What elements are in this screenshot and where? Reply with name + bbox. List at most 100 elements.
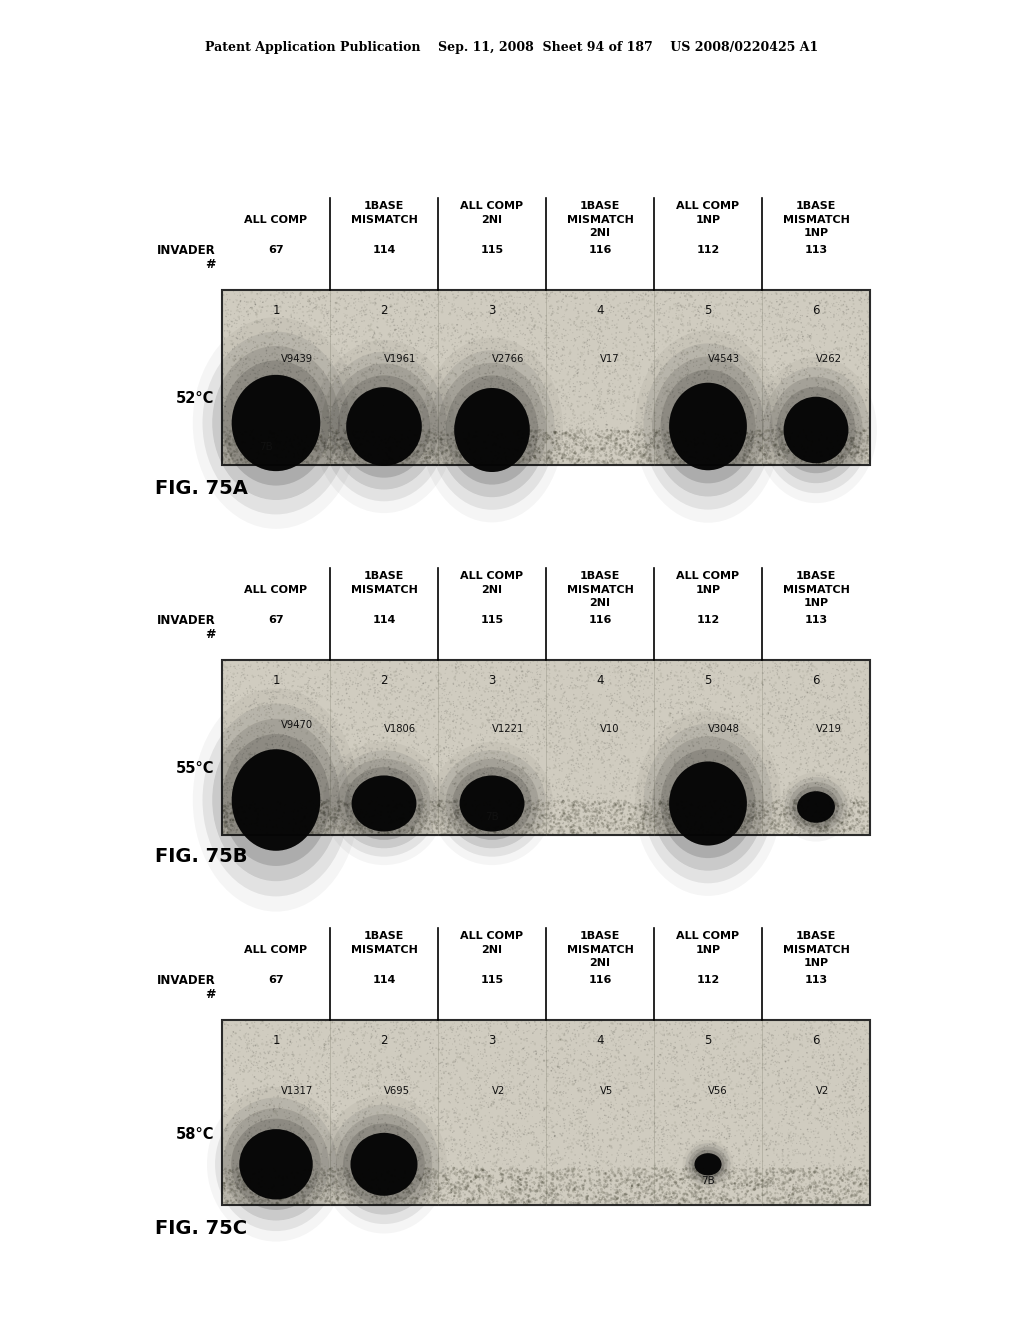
Point [422, 446, 438, 467]
Point [298, 1127, 314, 1148]
Point [751, 319, 767, 341]
Point [291, 657, 307, 678]
Point [647, 1115, 664, 1137]
Point [505, 449, 521, 470]
Point [474, 1159, 490, 1180]
Point [388, 747, 404, 768]
Point [254, 795, 270, 816]
Point [652, 813, 669, 834]
Point [450, 1052, 466, 1073]
Point [394, 385, 411, 407]
Point [778, 814, 795, 836]
Point [458, 754, 474, 775]
Point [739, 397, 756, 418]
Point [851, 1160, 867, 1181]
Point [475, 729, 492, 750]
Point [266, 286, 283, 308]
Point [379, 1176, 395, 1197]
Point [527, 762, 544, 783]
Point [618, 1179, 635, 1200]
Point [726, 1188, 742, 1209]
Point [543, 1030, 559, 1051]
Point [623, 804, 639, 825]
Point [308, 432, 325, 453]
Point [700, 363, 717, 384]
Point [524, 817, 541, 838]
Point [548, 671, 564, 692]
Point [526, 797, 543, 818]
Point [324, 446, 340, 467]
Point [429, 1162, 445, 1183]
Point [358, 1012, 375, 1034]
Point [333, 1167, 349, 1188]
Point [346, 1150, 362, 1171]
Point [485, 663, 502, 684]
Point [793, 686, 809, 708]
Point [246, 1106, 262, 1127]
Point [669, 692, 685, 713]
Point [488, 335, 505, 356]
Point [510, 795, 526, 816]
Point [715, 430, 731, 451]
Point [696, 1059, 713, 1080]
Point [850, 1166, 866, 1187]
Point [537, 391, 553, 412]
Point [464, 367, 480, 388]
Point [375, 425, 391, 446]
Point [408, 799, 424, 820]
Point [483, 760, 500, 781]
Point [806, 407, 822, 428]
Point [324, 809, 340, 830]
Point [850, 302, 866, 323]
Point [738, 422, 755, 444]
Point [398, 673, 415, 694]
Point [796, 421, 812, 442]
Point [722, 413, 738, 434]
Point [261, 1107, 278, 1129]
Point [429, 734, 445, 755]
Point [711, 449, 727, 470]
Point [338, 433, 354, 454]
Point [439, 822, 456, 843]
Point [414, 375, 430, 396]
Point [797, 1080, 813, 1101]
Point [808, 285, 824, 306]
Point [329, 288, 345, 309]
Point [641, 1175, 657, 1196]
Point [840, 1168, 856, 1189]
Point [248, 1018, 264, 1039]
Point [648, 314, 665, 335]
Point [784, 1166, 801, 1187]
Point [550, 1032, 566, 1053]
Point [254, 1181, 270, 1203]
Point [738, 686, 755, 708]
Point [495, 793, 511, 814]
Point [764, 1106, 780, 1127]
Point [633, 1152, 649, 1173]
Point [774, 700, 791, 721]
Point [830, 445, 847, 466]
Point [796, 1059, 812, 1080]
Point [537, 731, 553, 752]
Point [543, 374, 559, 395]
Point [782, 1065, 799, 1086]
Point [784, 430, 801, 451]
Point [366, 449, 382, 470]
Point [506, 331, 522, 352]
Point [623, 810, 639, 832]
Point [507, 306, 523, 327]
Point [614, 405, 631, 426]
Point [851, 1097, 867, 1118]
Point [272, 1139, 289, 1160]
Point [600, 770, 616, 791]
Point [542, 742, 558, 763]
Point [318, 750, 335, 771]
Point [307, 379, 324, 400]
Point [336, 1102, 352, 1123]
Point [449, 428, 465, 449]
Point [605, 317, 622, 338]
Point [217, 772, 233, 793]
Point [787, 1140, 804, 1162]
Point [473, 1181, 489, 1203]
Point [419, 430, 435, 451]
